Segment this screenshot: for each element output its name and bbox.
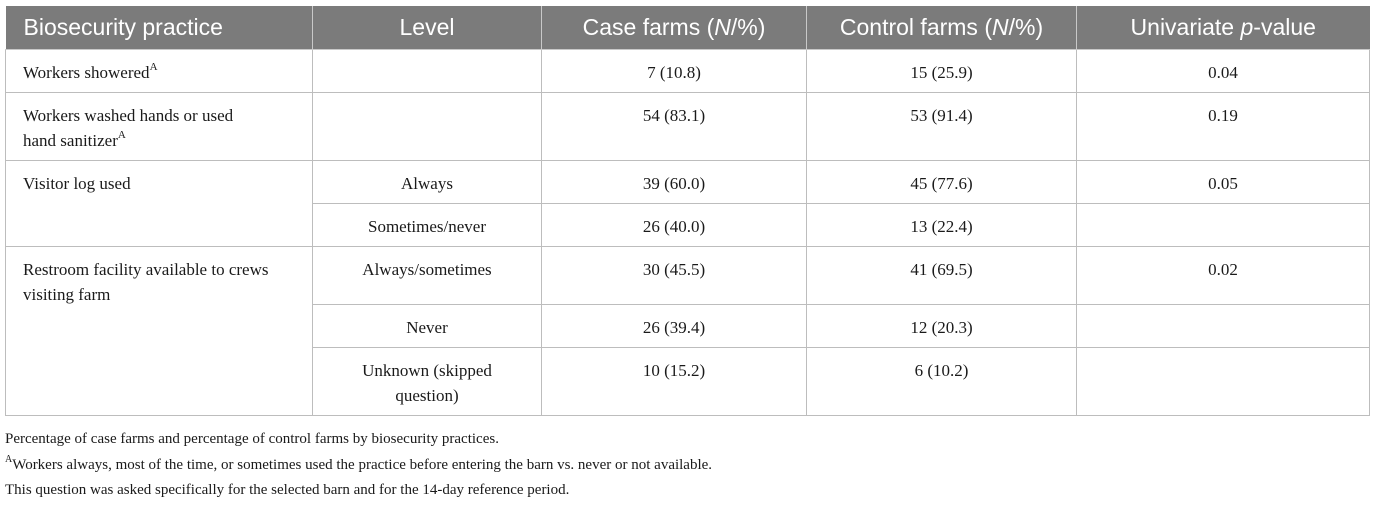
cell-case: 26 (39.4) bbox=[541, 304, 807, 348]
cell-case: 30 (45.5) bbox=[541, 246, 807, 305]
cell-level bbox=[312, 92, 542, 161]
table-row: Unknown (skipped question) 10 (15.2) 6 (1… bbox=[6, 347, 1370, 416]
cell-p-value: 0.19 bbox=[1076, 92, 1370, 161]
table-row: Never 26 (39.4) 12 (20.3) bbox=[6, 304, 1370, 348]
footnote-a: AWorkers always, most of the time, or so… bbox=[5, 454, 713, 474]
biosecurity-table: Biosecurity practice Level Case farms (N… bbox=[5, 6, 1370, 416]
cell-control: 6 (10.2) bbox=[806, 347, 1077, 416]
header-row: Biosecurity practice Level Case farms (N… bbox=[5, 6, 1370, 50]
cell-case: 54 (83.1) bbox=[541, 92, 807, 161]
footnote-reference-period: This question was asked specifically for… bbox=[5, 482, 570, 498]
cell-p-value bbox=[1076, 347, 1370, 416]
cell-practice: Workers washed hands or used hand sanitiz… bbox=[5, 92, 313, 161]
cell-case: 10 (15.2) bbox=[541, 347, 807, 416]
table-row: Workers showeredA 7 (10.8) 15 (25.9) 0.0… bbox=[5, 49, 1370, 93]
header-univariate-p-value: Univariate p-value bbox=[1076, 6, 1370, 50]
header-control-farms: Control farms (N/%) bbox=[806, 6, 1077, 50]
cell-level bbox=[312, 49, 542, 93]
cell-level: Never bbox=[312, 304, 542, 348]
header-level: Level bbox=[312, 6, 542, 50]
cell-control: 13 (22.4) bbox=[806, 203, 1077, 247]
cell-case: 7 (10.8) bbox=[541, 49, 807, 93]
cell-practice: Visitor log used bbox=[5, 160, 313, 247]
footnote-description: Percentage of case farms and percentage … bbox=[5, 431, 499, 447]
table-row: Visitor log used Always 39 (60.0) 45 (77… bbox=[5, 160, 1370, 247]
cell-case: 39 (60.0) bbox=[541, 160, 807, 204]
table-row: Sometimes/never 26 (40.0) 13 (22.4) bbox=[6, 203, 1370, 247]
cell-p-value bbox=[1076, 304, 1370, 348]
cell-practice: Restroom facility available to crews visi… bbox=[5, 246, 313, 416]
cell-level: Sometimes/never bbox=[312, 203, 542, 247]
cell-control: 12 (20.3) bbox=[806, 304, 1077, 348]
table-body: Workers showeredA 7 (10.8) 15 (25.9) 0.0… bbox=[5, 49, 1370, 416]
cell-practice: Workers showeredA bbox=[5, 49, 313, 93]
cell-control: 41 (69.5) bbox=[806, 246, 1077, 305]
table-header: Biosecurity practice Level Case farms (N… bbox=[5, 6, 1370, 50]
cell-control: 53 (91.4) bbox=[806, 92, 1077, 161]
cell-p-value: 0.05 bbox=[1076, 160, 1370, 204]
table-row: Restroom facility available to crews visi… bbox=[5, 246, 1370, 416]
cell-p-value: 0.02 bbox=[1076, 246, 1370, 305]
cell-p-value bbox=[1076, 203, 1370, 247]
table-row: Workers washed hands or used hand sanitiz… bbox=[5, 92, 1370, 161]
cell-p-value: 0.04 bbox=[1076, 49, 1370, 93]
header-case-farms: Case farms (N/%) bbox=[541, 6, 807, 50]
cell-level: Always bbox=[312, 160, 542, 204]
header-biosecurity-practice: Biosecurity practice bbox=[5, 6, 313, 50]
cell-control: 15 (25.9) bbox=[806, 49, 1077, 93]
cell-level: Unknown (skipped question) bbox=[312, 347, 542, 416]
cell-control: 45 (77.6) bbox=[806, 160, 1077, 204]
cell-case: 26 (40.0) bbox=[541, 203, 807, 247]
cell-level: Always/sometimes bbox=[312, 246, 542, 305]
